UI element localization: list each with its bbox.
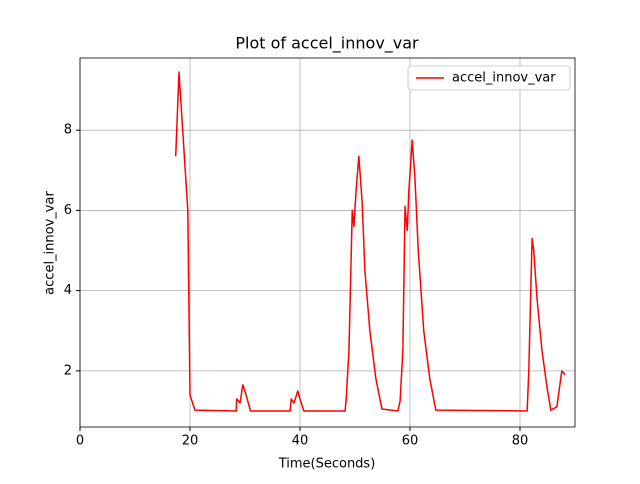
legend-box <box>407 65 571 91</box>
plot-frame <box>79 57 576 428</box>
x-tick-label: 80 <box>512 434 529 449</box>
x-tick-label: 0 <box>76 434 84 449</box>
y-axis-label: accel_innov_var <box>43 191 58 295</box>
x-tick-label: 40 <box>292 434 309 449</box>
chart-title: Plot of accel_innov_var <box>235 34 419 54</box>
y-tick-label: 6 <box>64 203 72 218</box>
x-tick-label: 60 <box>402 434 419 449</box>
legend-label: accel_innov_var <box>452 71 556 86</box>
y-tick-label: 2 <box>64 363 72 378</box>
y-tick-label: 8 <box>64 123 72 138</box>
data-line <box>174 71 566 412</box>
x-tick-label: 20 <box>182 434 199 449</box>
x-axis-label: Time(Seconds) <box>278 457 376 472</box>
y-tick-label: 4 <box>64 283 72 298</box>
